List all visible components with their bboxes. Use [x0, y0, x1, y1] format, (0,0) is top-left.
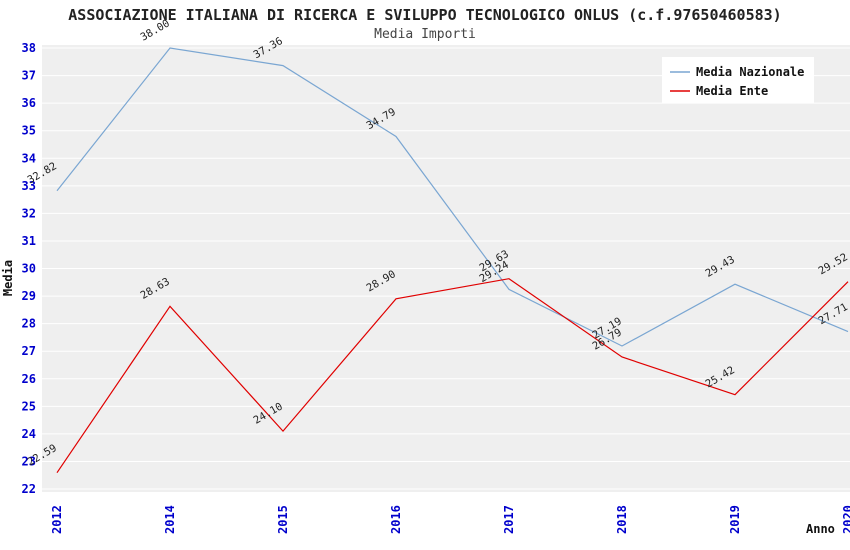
x-tick-label: 2012 — [50, 505, 64, 534]
x-tick-label: 2016 — [389, 505, 403, 534]
y-tick-label: 22 — [22, 482, 36, 496]
y-tick-label: 38 — [22, 41, 36, 55]
y-tick-label: 35 — [22, 124, 36, 138]
x-tick-label: 2014 — [163, 505, 177, 534]
y-tick-label: 32 — [22, 206, 36, 220]
y-tick-label: 28 — [22, 317, 36, 331]
chart-subtitle: Media Importi — [374, 27, 476, 42]
y-tick-label: 26 — [22, 372, 36, 386]
line-media-nazionale — [56, 47, 849, 347]
y-tick-label: 23 — [22, 454, 36, 468]
legend-label-0: Media Nazionale — [696, 65, 804, 79]
y-tick-label: 27 — [22, 344, 36, 358]
x-tick-label: 2017 — [502, 505, 516, 534]
x-tick-label: 2020 — [841, 505, 850, 534]
legend-label-1: Media Ente — [696, 84, 768, 98]
y-tick-label: 31 — [22, 234, 36, 248]
y-tick-label: 34 — [22, 151, 36, 165]
y-tick-label: 33 — [22, 179, 36, 193]
y-tick-label: 24 — [22, 427, 36, 441]
y-tick-label: 30 — [22, 262, 36, 276]
x-axis-title: Anno — [806, 522, 835, 536]
y-tick-label: 29 — [22, 289, 36, 303]
point-label: 38.00 — [139, 17, 172, 43]
y-tick-label: 37 — [22, 69, 36, 83]
y-tick-label: 36 — [22, 96, 36, 110]
y-tick-label: 25 — [22, 399, 36, 413]
y-axis-title: Media — [1, 260, 15, 296]
legend — [662, 57, 814, 103]
x-tick-label: 2018 — [615, 505, 629, 534]
chart-title: ASSOCIAZIONE ITALIANA DI RICERCA E SVILU… — [68, 6, 782, 24]
line-media-ente — [56, 278, 849, 474]
x-tick-label: 2015 — [276, 505, 290, 534]
x-tick-label: 2019 — [728, 505, 742, 534]
